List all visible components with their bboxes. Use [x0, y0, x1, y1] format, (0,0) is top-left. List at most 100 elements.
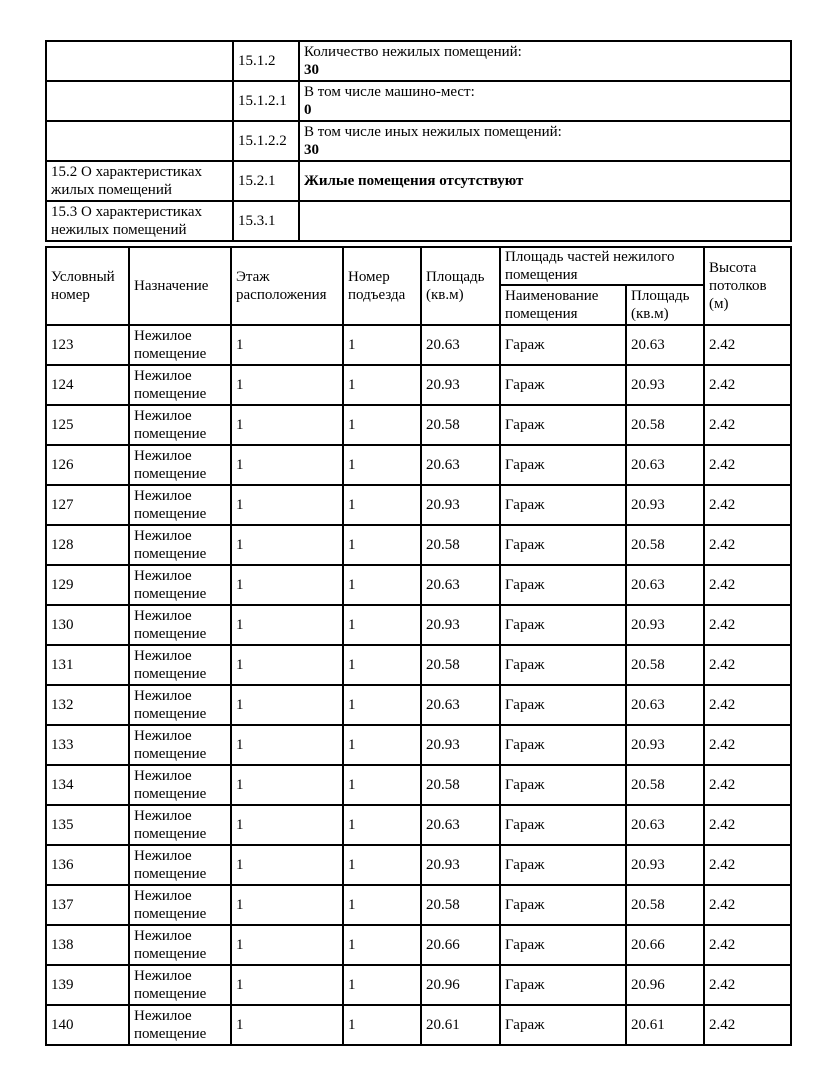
- cell-purpose: Нежилое помещение: [128, 964, 232, 1006]
- cell-entrance: 1: [342, 404, 422, 446]
- cell-entrance: 1: [342, 444, 422, 486]
- cell-area: 20.63: [420, 804, 501, 846]
- cell-purpose: Нежилое помещение: [128, 684, 232, 726]
- cell-area: 20.58: [420, 644, 501, 686]
- info-row-value: 0: [304, 102, 312, 118]
- cell-unit-number: 130: [45, 604, 130, 646]
- header-purpose: Назначение: [128, 246, 232, 326]
- cell-area: 20.63: [420, 324, 501, 366]
- premises-row: 139 Нежилое помещение 1 1 20.96 Гараж 20…: [45, 964, 792, 1006]
- cell-area: 20.93: [420, 364, 501, 406]
- cell-floor: 1: [230, 1004, 344, 1046]
- premises-row: 125 Нежилое помещение 1 1 20.58 Гараж 20…: [45, 404, 792, 446]
- cell-part-name: Гараж: [499, 724, 627, 766]
- cell-part-area: 20.63: [625, 804, 705, 846]
- premises-row: 132 Нежилое помещение 1 1 20.63 Гараж 20…: [45, 684, 792, 726]
- cell-floor: 1: [230, 564, 344, 606]
- cell-floor: 1: [230, 604, 344, 646]
- info-row-label: [45, 80, 234, 122]
- cell-part-name: Гараж: [499, 604, 627, 646]
- cell-part-area: 20.61: [625, 1004, 705, 1046]
- cell-ceiling: 2.42: [703, 524, 792, 566]
- premises-row: 128 Нежилое помещение 1 1 20.58 Гараж 20…: [45, 524, 792, 566]
- cell-ceiling: 2.42: [703, 844, 792, 886]
- info-row-code: 15.3.1: [232, 200, 300, 242]
- cell-part-name: Гараж: [499, 484, 627, 526]
- header-floor: Этаж расположения: [230, 246, 344, 326]
- cell-area: 20.58: [420, 884, 501, 926]
- cell-unit-number: 137: [45, 884, 130, 926]
- cell-entrance: 1: [342, 724, 422, 766]
- cell-part-name: Гараж: [499, 964, 627, 1006]
- cell-part-name: Гараж: [499, 764, 627, 806]
- premises-row: 123 Нежилое помещение 1 1 20.63 Гараж 20…: [45, 324, 792, 366]
- cell-floor: 1: [230, 724, 344, 766]
- premises-row: 130 Нежилое помещение 1 1 20.93 Гараж 20…: [45, 604, 792, 646]
- cell-part-name: Гараж: [499, 804, 627, 846]
- info-row-text: Количество нежилых помещений:: [304, 44, 522, 60]
- cell-entrance: 1: [342, 524, 422, 566]
- cell-part-area: 20.58: [625, 524, 705, 566]
- cell-purpose: Нежилое помещение: [128, 844, 232, 886]
- premises-row: 129 Нежилое помещение 1 1 20.63 Гараж 20…: [45, 564, 792, 606]
- info-row-label: 15.3 О характеристиках нежилых помещений: [45, 200, 234, 242]
- cell-floor: 1: [230, 804, 344, 846]
- premises-row: 131 Нежилое помещение 1 1 20.58 Гараж 20…: [45, 644, 792, 686]
- cell-unit-number: 124: [45, 364, 130, 406]
- cell-part-area: 20.58: [625, 764, 705, 806]
- info-table-row: 15.2 О характеристиках жилых помещений 1…: [45, 160, 792, 202]
- cell-purpose: Нежилое помещение: [128, 364, 232, 406]
- cell-part-area: 20.63: [625, 564, 705, 606]
- cell-area: 20.61: [420, 1004, 501, 1046]
- info-table: 15.1.2 Количество нежилых помещений: 30 …: [45, 40, 792, 242]
- info-row-code: 15.2.1: [232, 160, 300, 202]
- premises-row: 134 Нежилое помещение 1 1 20.58 Гараж 20…: [45, 764, 792, 806]
- cell-part-name: Гараж: [499, 404, 627, 446]
- premises-row: 138 Нежилое помещение 1 1 20.66 Гараж 20…: [45, 924, 792, 966]
- cell-part-name: Гараж: [499, 324, 627, 366]
- cell-unit-number: 140: [45, 1004, 130, 1046]
- cell-ceiling: 2.42: [703, 324, 792, 366]
- cell-area: 20.66: [420, 924, 501, 966]
- cell-entrance: 1: [342, 1004, 422, 1046]
- info-row-content: Количество нежилых помещений: 30: [298, 40, 792, 82]
- cell-floor: 1: [230, 444, 344, 486]
- cell-area: 20.63: [420, 444, 501, 486]
- info-row-value: 30: [304, 142, 319, 158]
- cell-part-area: 20.93: [625, 724, 705, 766]
- header-entrance: Номер подъезда: [342, 246, 422, 326]
- cell-unit-number: 126: [45, 444, 130, 486]
- cell-ceiling: 2.42: [703, 364, 792, 406]
- info-row-text: В том числе иных нежилых помещений:: [304, 124, 562, 140]
- info-row-content: В том числе машино-мест: 0: [298, 80, 792, 122]
- info-row-value: Жилые помещения отсутствуют: [304, 173, 524, 189]
- cell-purpose: Нежилое помещение: [128, 604, 232, 646]
- info-table-row: 15.1.2 Количество нежилых помещений: 30: [45, 40, 792, 82]
- cell-part-name: Гараж: [499, 844, 627, 886]
- info-table-row: 15.1.2.2 В том числе иных нежилых помеще…: [45, 120, 792, 162]
- cell-unit-number: 123: [45, 324, 130, 366]
- cell-part-area: 20.93: [625, 484, 705, 526]
- premises-table-header: Условный номер Назначение Этаж расположе…: [45, 246, 792, 326]
- cell-part-area: 20.93: [625, 844, 705, 886]
- cell-entrance: 1: [342, 604, 422, 646]
- cell-entrance: 1: [342, 684, 422, 726]
- cell-floor: 1: [230, 964, 344, 1006]
- cell-entrance: 1: [342, 964, 422, 1006]
- cell-purpose: Нежилое помещение: [128, 324, 232, 366]
- cell-ceiling: 2.42: [703, 484, 792, 526]
- cell-purpose: Нежилое помещение: [128, 1004, 232, 1046]
- cell-area: 20.93: [420, 844, 501, 886]
- cell-purpose: Нежилое помещение: [128, 524, 232, 566]
- info-row-label: 15.2 О характеристиках жилых помещений: [45, 160, 234, 202]
- cell-area: 20.58: [420, 404, 501, 446]
- premises-table: Условный номер Назначение Этаж расположе…: [45, 246, 792, 1046]
- header-parts-group: Площадь частей нежилого помещения: [499, 246, 705, 286]
- info-row-label: [45, 120, 234, 162]
- cell-entrance: 1: [342, 324, 422, 366]
- premises-row: 137 Нежилое помещение 1 1 20.58 Гараж 20…: [45, 884, 792, 926]
- cell-part-name: Гараж: [499, 884, 627, 926]
- cell-unit-number: 135: [45, 804, 130, 846]
- cell-ceiling: 2.42: [703, 604, 792, 646]
- cell-part-area: 20.93: [625, 364, 705, 406]
